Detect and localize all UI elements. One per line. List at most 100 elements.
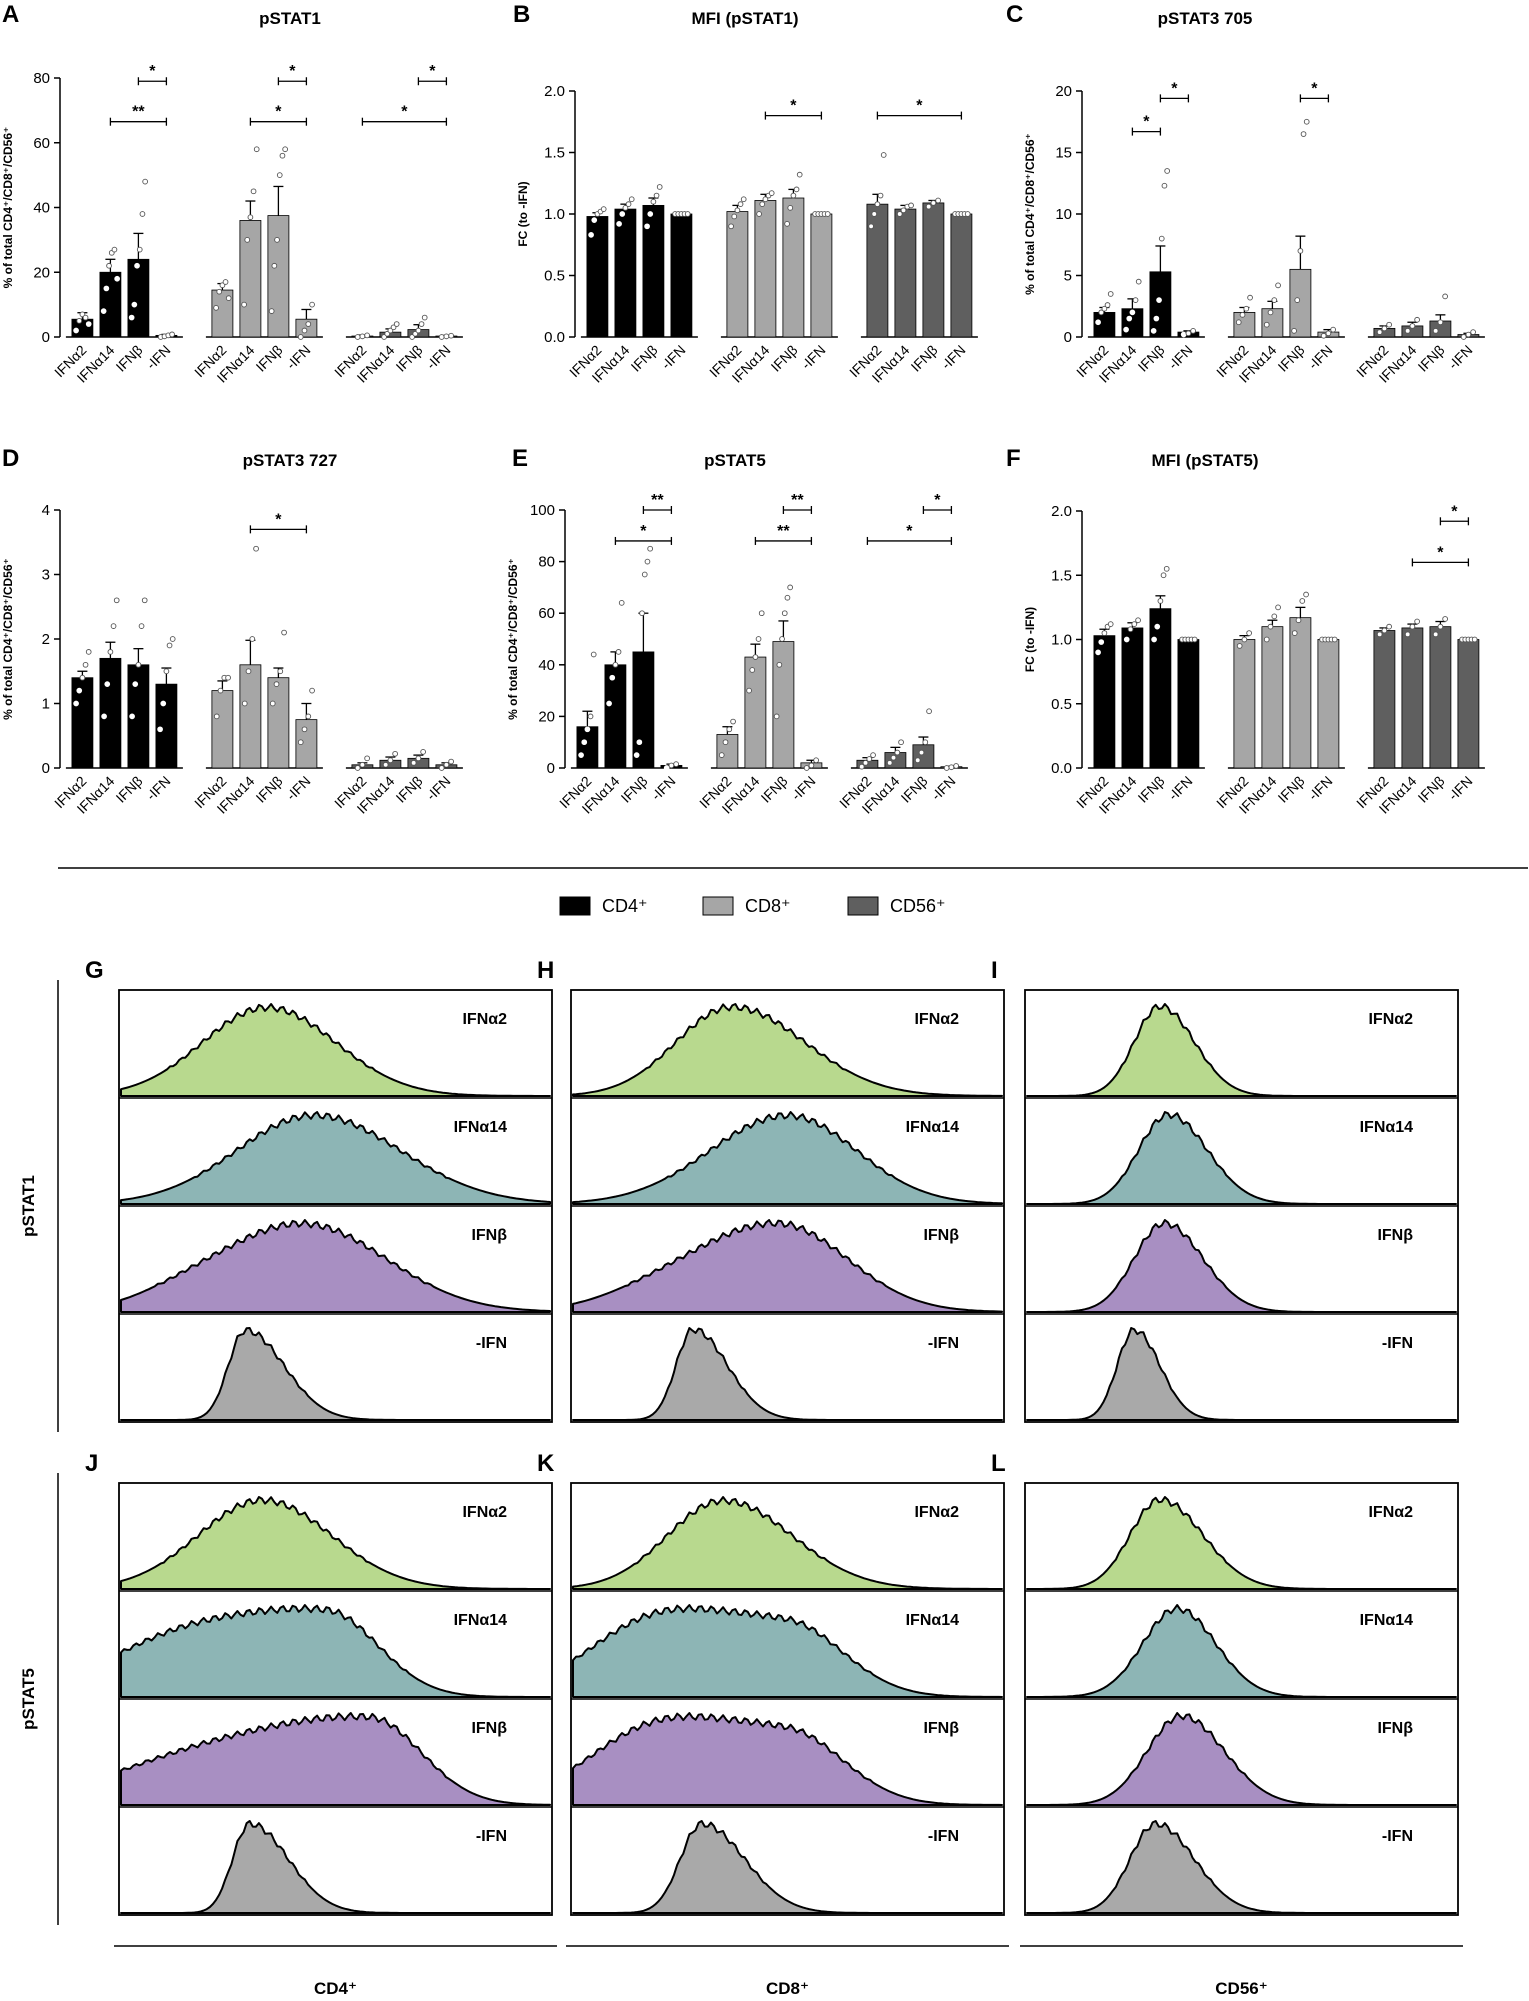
significance-label: * <box>790 98 797 115</box>
bar <box>1149 271 1172 338</box>
data-point <box>1404 631 1411 638</box>
data-point <box>169 331 175 338</box>
y-tick-label: 20 <box>33 264 50 281</box>
data-point <box>1271 613 1278 620</box>
y-tick-label: 5 <box>1064 268 1072 285</box>
data-point <box>1123 636 1130 643</box>
data-point <box>1409 623 1416 630</box>
data-point <box>1381 627 1388 634</box>
data-point <box>1471 636 1478 643</box>
histogram-panels: pSTAT1 pSTAT5 CD4⁺ CD8⁺ CD56⁺ G IFNα2 IFNα14 IFN… <box>19 957 1463 1998</box>
data-point <box>930 200 937 206</box>
data-point <box>1432 631 1439 638</box>
data-point <box>813 757 819 764</box>
x-tick-label: -IFN <box>1165 773 1196 804</box>
data-point <box>106 262 112 269</box>
bar <box>950 213 973 338</box>
data-point <box>274 237 280 243</box>
data-point <box>166 642 173 649</box>
panel-letter: D <box>2 445 19 472</box>
data-point <box>1297 248 1304 254</box>
track-label: IFNα14 <box>454 1119 508 1136</box>
y-tick-label: 0.0 <box>1051 760 1072 777</box>
x-tick-label: IFNβ <box>758 773 791 806</box>
bar <box>1177 639 1200 769</box>
data-point <box>1095 319 1101 326</box>
bar <box>716 734 739 769</box>
data-point <box>918 749 925 756</box>
data-point <box>134 262 140 269</box>
data-point <box>1330 326 1336 333</box>
bar <box>295 318 318 338</box>
x-tick-label: IFNβ <box>253 342 286 375</box>
histogram-curve <box>1026 1604 1457 1698</box>
x-tick-label: IFNβ <box>1415 773 1448 806</box>
data-point <box>1294 297 1301 303</box>
data-point <box>1299 598 1306 604</box>
data-point <box>104 681 111 688</box>
histogram-curve <box>1026 1496 1457 1590</box>
data-point <box>269 700 276 707</box>
data-point <box>169 636 176 642</box>
panel-letter: E <box>512 445 528 472</box>
data-point <box>438 334 445 340</box>
data-point <box>1291 328 1297 334</box>
data-point <box>1156 297 1162 303</box>
data-point <box>1267 623 1274 630</box>
data-point <box>107 649 114 655</box>
data-point <box>790 192 797 199</box>
y-axis-label: FC (to -IFN) <box>516 181 530 246</box>
x-tick-label: IFNβ <box>113 773 146 806</box>
data-point <box>588 232 594 238</box>
data-point <box>663 765 670 771</box>
data-point <box>880 152 887 158</box>
histogram-curve <box>1026 1820 1457 1914</box>
data-point <box>908 202 914 209</box>
data-point <box>1098 639 1105 645</box>
data-point <box>1098 309 1105 316</box>
data-point <box>722 739 729 746</box>
data-point <box>1386 623 1392 630</box>
data-point <box>410 759 417 766</box>
histogram-curve <box>572 1496 1003 1590</box>
data-point <box>282 146 289 153</box>
data-point <box>1123 326 1129 333</box>
histogram-curve <box>1026 1219 1457 1313</box>
track-label: IFNα2 <box>914 1504 959 1521</box>
data-point <box>776 661 783 668</box>
data-point <box>393 321 400 327</box>
data-point <box>132 681 139 688</box>
bar <box>155 683 178 769</box>
data-point <box>297 739 304 746</box>
data-point <box>415 755 422 762</box>
data-point <box>922 739 929 746</box>
data-point <box>1381 325 1388 332</box>
data-point <box>1470 329 1476 335</box>
y-tick-label: 0 <box>42 329 50 346</box>
data-point <box>247 214 254 221</box>
y-axis-label: % of total CD4⁺/CD8⁺/CD56⁺ <box>1 558 15 720</box>
data-point <box>636 739 643 746</box>
y-tick-label: 2 <box>42 631 50 648</box>
histogram-curve <box>120 1219 551 1313</box>
legend: CD4⁺ CD8⁺ CD56⁺ <box>559 896 946 916</box>
x-tick-label: -IFN <box>423 773 454 804</box>
data-point <box>225 674 231 681</box>
data-point <box>615 649 622 655</box>
data-point <box>749 667 756 673</box>
data-point <box>1247 294 1253 301</box>
histogram-curve <box>572 1604 1003 1698</box>
data-point <box>387 757 394 764</box>
y-tick-label: 80 <box>33 70 50 87</box>
legend-label-cd8: CD8⁺ <box>745 896 791 916</box>
data-point <box>421 314 428 321</box>
data-point <box>874 201 881 208</box>
track-label: IFNα2 <box>1368 1011 1413 1028</box>
column-label: CD8⁺ <box>766 1979 809 1998</box>
